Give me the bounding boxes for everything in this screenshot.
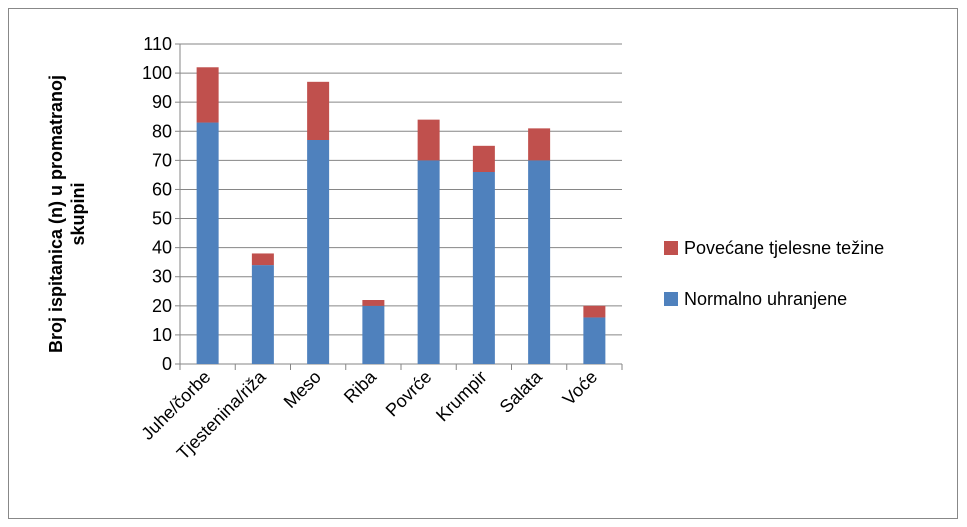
bar-segment-normal: [307, 140, 330, 364]
bar-segment-normal: [472, 172, 495, 364]
x-tick-label: Salata: [496, 366, 547, 417]
x-tick-label: Povrće: [382, 367, 436, 421]
legend-label-normal: Normalno uhranjene: [684, 288, 848, 309]
bars: [196, 67, 606, 364]
x-tick-label: Krumpir: [432, 367, 491, 426]
y-axis-label-line-2: skupini: [68, 182, 88, 245]
bar-segment-overweight: [196, 67, 219, 123]
bar-segment-overweight: [472, 145, 495, 172]
y-tick-label: 50: [152, 209, 172, 229]
y-tick-label: 0: [162, 354, 172, 374]
y-tick-label: 20: [152, 296, 172, 316]
y-tick-label: 30: [152, 267, 172, 287]
y-tick-label: 10: [152, 325, 172, 345]
gridlines: [180, 43, 622, 336]
bar-segment-normal: [417, 160, 440, 364]
y-axis-label-line-1: Broj ispitanica (n) u promatranoj: [46, 75, 66, 353]
legend-item-normal: Normalno uhranjene: [664, 287, 884, 311]
bar-segment-normal: [528, 160, 551, 364]
legend-item-overweight: Povećane tjelesne težine: [664, 236, 884, 260]
x-tick-label: Meso: [280, 367, 325, 412]
y-tick-label: 70: [152, 150, 172, 170]
bar-segment-normal: [196, 122, 219, 364]
x-tick-label: Riba: [340, 366, 381, 407]
y-tick-label: 90: [152, 92, 172, 112]
y-tick-label: 80: [152, 121, 172, 141]
y-tick-label: 110: [143, 34, 172, 54]
y-axis-label: Broj ispitanica (n) u promatranoj skupini: [46, 75, 88, 353]
bar-segment-normal: [583, 317, 606, 364]
axes: [175, 43, 623, 370]
bar-segment-overweight: [528, 128, 551, 161]
legend: Povećane tjelesne težine Normalno uhranj…: [664, 236, 884, 338]
bar-segment-overweight: [417, 119, 440, 161]
bar-segment-normal: [251, 265, 274, 364]
bar-segment-overweight: [307, 81, 330, 140]
bar-segment-overweight: [362, 300, 385, 306]
y-tick-label: 100: [142, 63, 172, 83]
bar-segment-normal: [362, 305, 385, 364]
x-tick-label: Voće: [559, 367, 601, 409]
legend-swatch-overweight: [664, 241, 678, 255]
bar-segment-overweight: [251, 253, 274, 266]
y-tick-label: 60: [152, 179, 172, 199]
legend-label-overweight: Povećane tjelesne težine: [684, 237, 885, 258]
legend-swatch-normal: [664, 292, 678, 306]
y-tick-label: 40: [152, 238, 172, 258]
bar-segment-overweight: [583, 305, 606, 318]
